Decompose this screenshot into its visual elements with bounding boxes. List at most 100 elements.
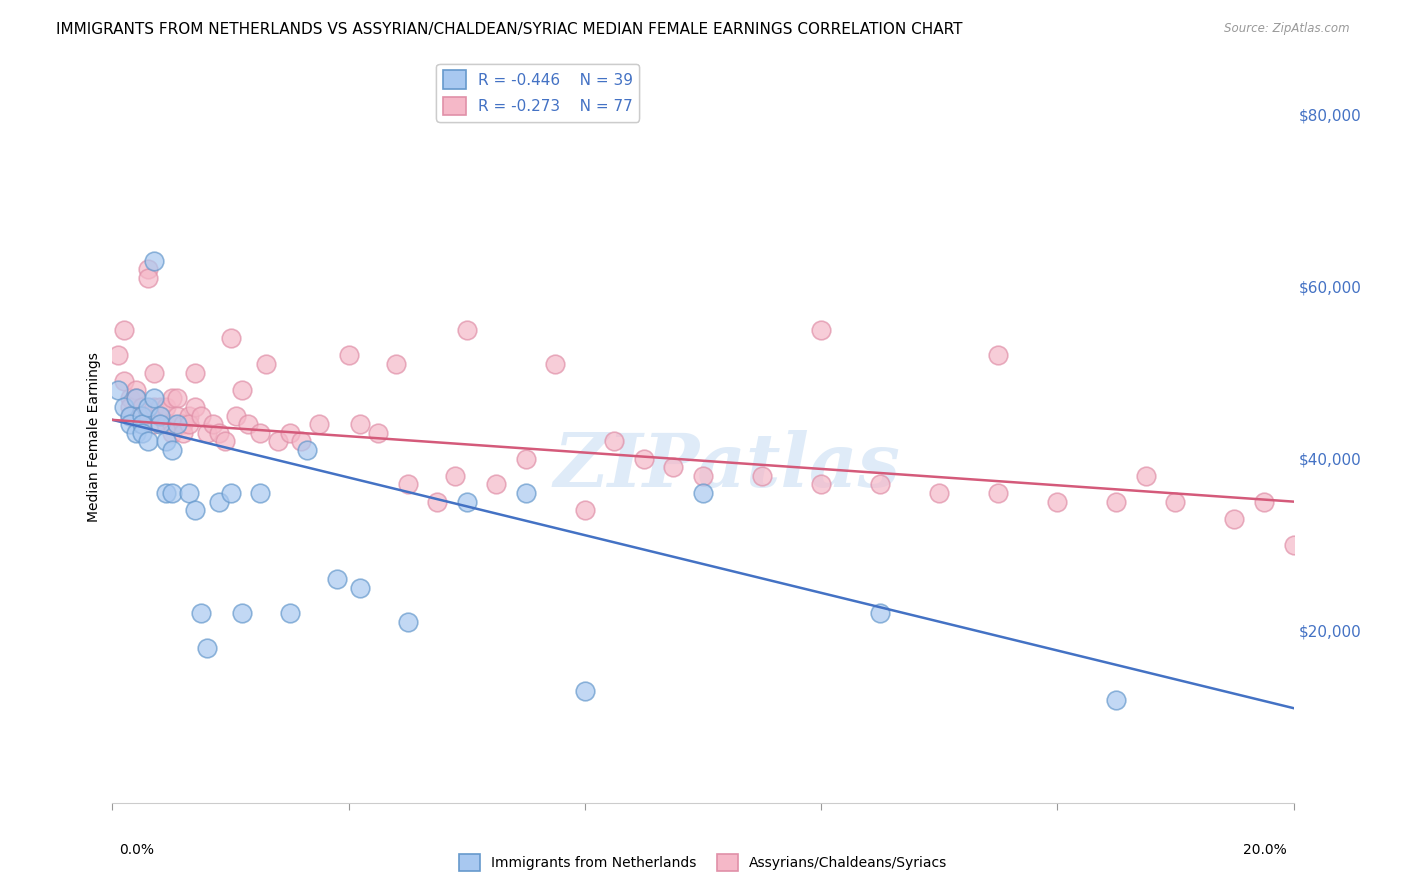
Point [869, 607, 891, 621]
Point [515, 451, 537, 466]
Legend: R = -0.446    N = 39, R = -0.273    N = 77: R = -0.446 N = 39, R = -0.273 N = 77 [436, 64, 638, 121]
Point [149, 409, 172, 423]
Point [136, 434, 159, 449]
Point [396, 477, 419, 491]
Point [160, 442, 183, 457]
Point [125, 383, 148, 397]
Point [160, 486, 183, 500]
Point [326, 572, 349, 586]
Point [231, 383, 253, 397]
Point [107, 348, 129, 362]
Point [172, 417, 194, 432]
Point [166, 409, 188, 423]
Point [120, 392, 142, 406]
Text: Source: ZipAtlas.com: Source: ZipAtlas.com [1225, 22, 1350, 36]
Point [249, 486, 271, 500]
Point [692, 486, 714, 500]
Point [131, 417, 153, 432]
Legend: Immigrants from Netherlands, Assyrians/Chaldeans/Syriacs: Immigrants from Netherlands, Assyrians/C… [453, 848, 953, 876]
Point [142, 417, 165, 432]
Point [1164, 494, 1187, 508]
Point [367, 425, 389, 440]
Point [160, 425, 183, 440]
Text: 20.0%: 20.0% [1243, 843, 1286, 857]
Point [112, 374, 135, 388]
Point [155, 434, 177, 449]
Point [219, 486, 242, 500]
Point [131, 400, 153, 414]
Point [1046, 494, 1069, 508]
Point [184, 366, 207, 380]
Point [120, 409, 142, 423]
Point [120, 400, 142, 414]
Point [267, 434, 290, 449]
Point [456, 494, 478, 508]
Point [125, 425, 148, 440]
Point [603, 434, 626, 449]
Point [155, 486, 177, 500]
Point [179, 486, 201, 500]
Point [219, 331, 242, 345]
Point [396, 615, 419, 629]
Point [574, 503, 596, 517]
Point [349, 581, 371, 595]
Point [166, 392, 188, 406]
Point [179, 417, 201, 432]
Point [456, 322, 478, 336]
Point [160, 417, 183, 432]
Point [869, 477, 891, 491]
Point [155, 417, 177, 432]
Text: 0.0%: 0.0% [120, 843, 155, 857]
Point [149, 417, 172, 432]
Point [1282, 538, 1305, 552]
Point [515, 486, 537, 500]
Point [225, 409, 247, 423]
Point [136, 262, 159, 277]
Point [184, 503, 207, 517]
Point [131, 409, 153, 423]
Point [928, 486, 950, 500]
Point [195, 640, 218, 655]
Point [751, 468, 773, 483]
Point [349, 417, 371, 432]
Point [120, 417, 142, 432]
Point [238, 417, 260, 432]
Point [214, 434, 236, 449]
Point [179, 409, 201, 423]
Point [1223, 512, 1246, 526]
Point [149, 409, 172, 423]
Point [142, 392, 165, 406]
Point [155, 400, 177, 414]
Point [1105, 692, 1128, 706]
Point [107, 383, 129, 397]
Point [131, 417, 153, 432]
Point [195, 425, 218, 440]
Point [810, 477, 832, 491]
Point [633, 451, 655, 466]
Point [142, 400, 165, 414]
Point [692, 468, 714, 483]
Point [278, 607, 301, 621]
Y-axis label: Median Female Earnings: Median Female Earnings [87, 352, 101, 522]
Point [131, 409, 153, 423]
Point [1105, 494, 1128, 508]
Point [297, 442, 319, 457]
Point [231, 607, 253, 621]
Point [190, 409, 212, 423]
Point [160, 392, 183, 406]
Point [142, 366, 165, 380]
Point [254, 357, 277, 371]
Point [136, 271, 159, 285]
Point [112, 400, 135, 414]
Point [574, 684, 596, 698]
Point [290, 434, 312, 449]
Point [112, 322, 135, 336]
Point [184, 400, 207, 414]
Point [308, 417, 330, 432]
Point [120, 409, 142, 423]
Point [485, 477, 508, 491]
Point [208, 494, 231, 508]
Text: ZIPatlas: ZIPatlas [553, 430, 900, 502]
Point [201, 417, 224, 432]
Point [426, 494, 449, 508]
